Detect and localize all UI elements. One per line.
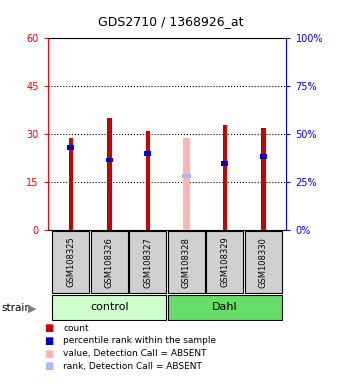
Text: value, Detection Call = ABSENT: value, Detection Call = ABSENT — [63, 349, 207, 358]
Text: GSM108330: GSM108330 — [259, 237, 268, 288]
Bar — [129, 231, 166, 293]
Bar — [260, 154, 267, 159]
Text: GSM108329: GSM108329 — [220, 237, 229, 288]
Bar — [53, 231, 89, 293]
Text: GDS2710 / 1368926_at: GDS2710 / 1368926_at — [98, 15, 243, 28]
Text: ■: ■ — [44, 336, 54, 346]
Text: ▶: ▶ — [28, 303, 36, 313]
Text: ■: ■ — [44, 349, 54, 359]
Bar — [144, 151, 151, 156]
Bar — [91, 231, 128, 293]
Bar — [68, 145, 74, 150]
Text: percentile rank within the sample: percentile rank within the sample — [63, 336, 216, 346]
Text: ■: ■ — [44, 361, 54, 371]
Text: Dahl: Dahl — [212, 302, 238, 312]
Text: strain: strain — [2, 303, 32, 313]
Bar — [107, 118, 112, 230]
Bar — [261, 128, 266, 230]
Bar — [181, 174, 191, 179]
Bar — [53, 295, 166, 319]
Bar — [168, 231, 205, 293]
Bar — [168, 295, 282, 319]
Text: rank, Detection Call = ABSENT: rank, Detection Call = ABSENT — [63, 362, 202, 371]
Text: GSM108328: GSM108328 — [182, 237, 191, 288]
Bar — [69, 137, 73, 230]
Text: count: count — [63, 324, 89, 333]
Bar — [245, 231, 282, 293]
Text: GSM108327: GSM108327 — [143, 237, 152, 288]
Bar — [206, 231, 243, 293]
Bar — [221, 161, 228, 166]
Text: GSM108325: GSM108325 — [66, 237, 75, 288]
Bar — [146, 131, 150, 230]
Bar — [106, 157, 113, 162]
Text: ■: ■ — [44, 323, 54, 333]
Text: GSM108326: GSM108326 — [105, 237, 114, 288]
Bar — [183, 137, 190, 230]
Text: control: control — [90, 302, 129, 312]
Bar — [223, 125, 227, 230]
